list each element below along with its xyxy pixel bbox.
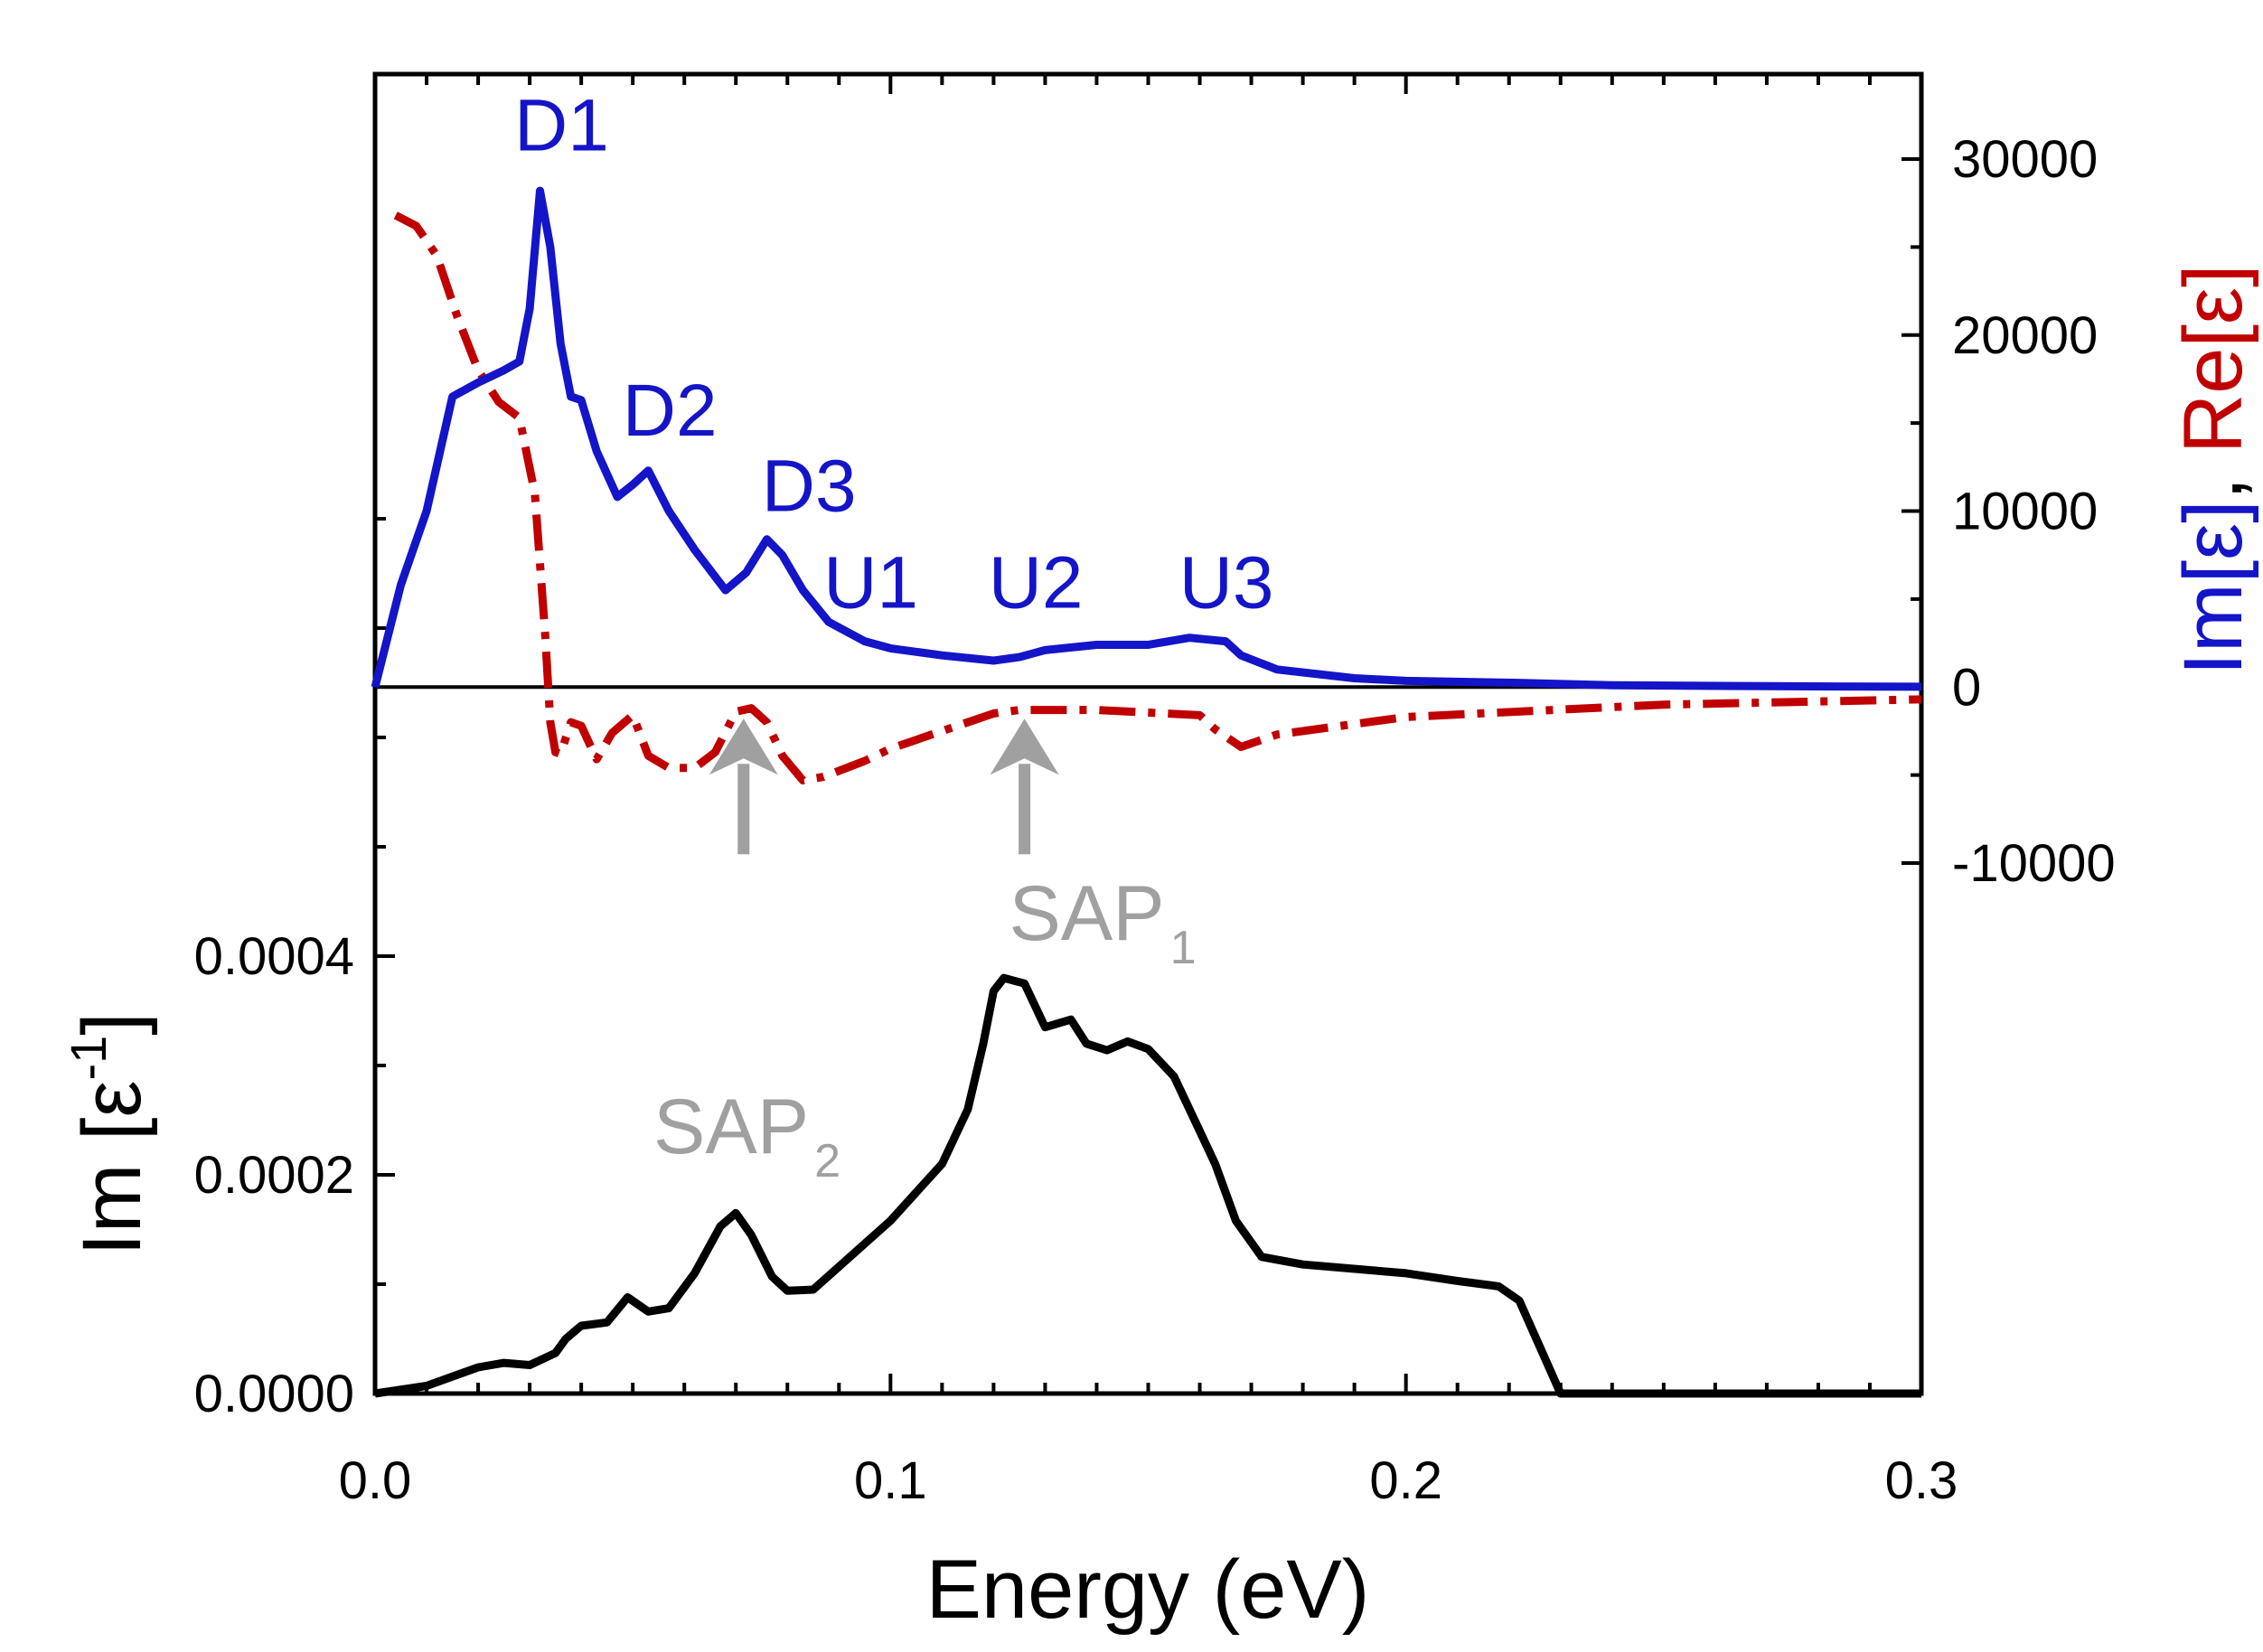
- re-eps-line: [393, 211, 1922, 784]
- left-y-tick-label: 0.0004: [194, 927, 354, 986]
- right-y-tick-label: 0: [1952, 658, 1981, 717]
- sap-annotation-1: SAP 1: [1009, 870, 1197, 974]
- im-eps-line: [371, 186, 1922, 691]
- peak-label-d1: D1: [514, 84, 609, 166]
- right-y-axis-title: Im[ε], Re[ε]: [2167, 264, 2259, 675]
- right-y-tick-label: 20000: [1952, 306, 2098, 365]
- right-y-tick-label: 30000: [1952, 130, 2098, 189]
- arrows-group: [709, 718, 1059, 855]
- left-y-tick-label: 0.0002: [194, 1146, 354, 1205]
- right-y-axis-title-im: Im[ε]: [2167, 500, 2259, 675]
- peak-label-u3: U3: [1179, 542, 1274, 624]
- peak-label-d3: D3: [762, 446, 857, 528]
- right-y-axis-title-sep: ,: [2167, 454, 2259, 500]
- peak-label-u1: U1: [823, 542, 918, 624]
- peak-label-d2: D2: [623, 370, 718, 452]
- left-y-axis-title-main: Im [ε: [66, 1081, 158, 1256]
- sap-annotation-text: SAP: [653, 1084, 809, 1170]
- series-group: [371, 186, 1922, 1398]
- x-tick-label: 0.1: [854, 1451, 927, 1510]
- sap-annotation-subscript: 1: [1170, 922, 1197, 974]
- sap-annotation-subscript: 2: [814, 1135, 840, 1187]
- right-y-axis-ticks: 30000 20000 10000 0 -10000: [1901, 130, 2116, 893]
- peak-label-u2: U2: [989, 542, 1084, 624]
- arrow-head: [709, 718, 778, 775]
- x-tick-label: 0.2: [1369, 1451, 1442, 1510]
- left-y-axis-title: Im [ε-1]: [60, 1012, 158, 1256]
- right-y-axis-title-re: Re[ε]: [2167, 264, 2259, 454]
- right-y-tick-label: 10000: [1952, 483, 2098, 541]
- sap-annotation-2: SAP 2: [653, 1084, 840, 1187]
- left-y-axis-title-close: ]: [66, 1012, 158, 1036]
- left-y-tick-label: 0.0000: [194, 1365, 354, 1423]
- sap-annotation-text: SAP: [1009, 870, 1165, 957]
- left-y-axis-title-superscript: -1: [60, 1036, 117, 1081]
- x-tick-label: 0.0: [339, 1451, 412, 1510]
- right-y-tick-label: -10000: [1952, 834, 2116, 893]
- x-axis-title: Energy (eV): [926, 1544, 1370, 1636]
- x-tick-label: 0.3: [1885, 1451, 1958, 1510]
- loss-function-line: [374, 973, 1921, 1398]
- arrow-head: [990, 718, 1059, 775]
- left-y-axis-ticks: 0.0000 0.0002 0.0004: [194, 517, 395, 1423]
- x-axis-ticks: 0.0 0.1 0.2 0.3: [339, 74, 1958, 1510]
